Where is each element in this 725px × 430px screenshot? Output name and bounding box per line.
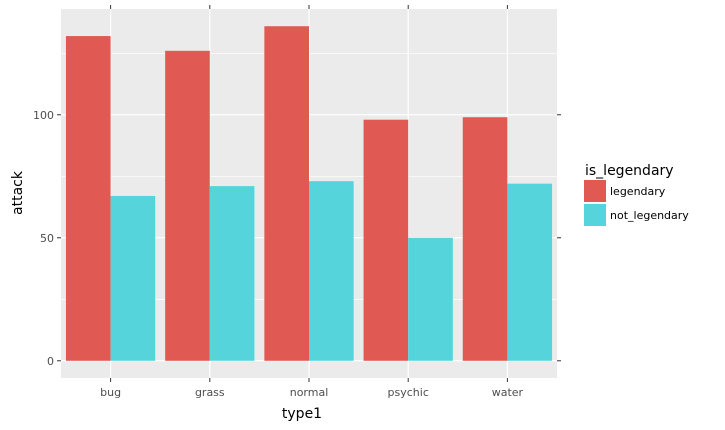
bar-not-legendary-water: [507, 183, 553, 361]
legend-title: is_legendary: [585, 163, 674, 179]
bar-not-legendary-normal: [309, 181, 354, 361]
x-tick-label-bug: bug: [100, 386, 121, 399]
y-tick-label: 50: [40, 232, 54, 245]
bar-not-legendary-grass: [209, 186, 255, 361]
bar-not-legendary-psychic: [408, 237, 453, 361]
y-axis: 0 50 100: [33, 109, 561, 368]
bar-legendary-bug: [65, 36, 111, 361]
x-tick-label-water: water: [492, 386, 524, 399]
legend-label-not-legendary: not_legendary: [610, 209, 689, 222]
bars-group: [65, 26, 553, 361]
legend: is_legendary legendary not_legendary: [584, 163, 689, 226]
bar-legendary-water: [462, 117, 508, 361]
x-tick-label-normal: normal: [290, 386, 329, 399]
legend-key-legendary: [584, 180, 606, 202]
bar-legendary-psychic: [363, 119, 409, 361]
bar-legendary-grass: [165, 50, 210, 361]
y-axis-title: attack: [10, 170, 26, 215]
legend-label-legendary: legendary: [610, 185, 666, 198]
y-tick-label: 0: [47, 355, 54, 368]
y-tick-label: 100: [33, 109, 54, 122]
x-axis: bug grass normal psychic water: [100, 5, 524, 399]
bar-legendary-normal: [264, 26, 309, 361]
x-tick-label-grass: grass: [195, 386, 225, 399]
legend-key-not-legendary: [584, 204, 606, 226]
bar-not-legendary-bug: [110, 195, 156, 361]
x-axis-title: type1: [282, 406, 322, 422]
x-tick-label-psychic: psychic: [388, 386, 429, 399]
